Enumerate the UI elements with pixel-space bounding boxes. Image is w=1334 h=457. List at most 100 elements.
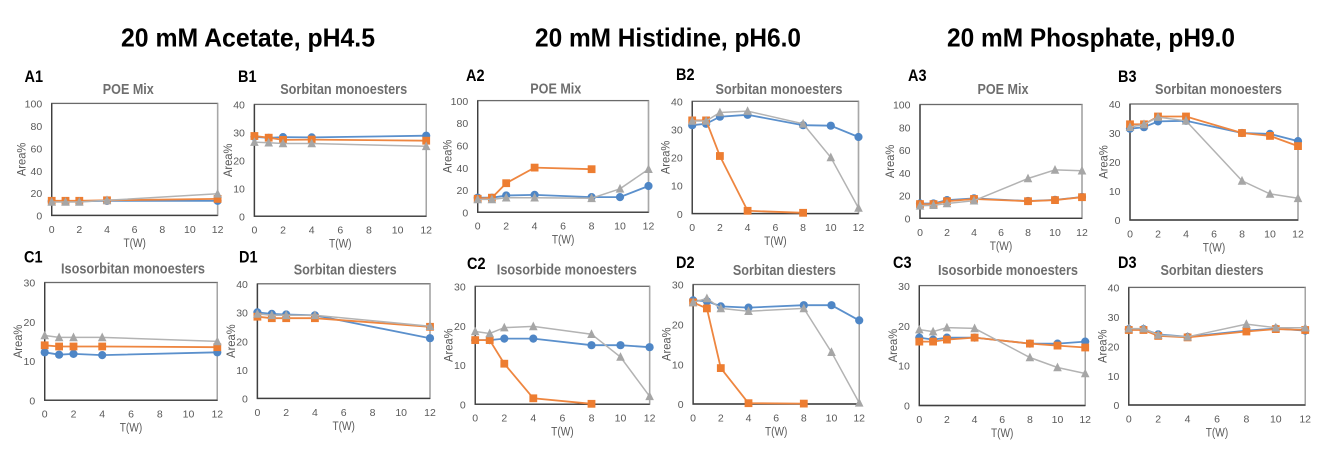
svg-text:0: 0 xyxy=(242,394,248,406)
svg-text:0: 0 xyxy=(905,214,911,226)
svg-text:4: 4 xyxy=(99,409,105,421)
svg-text:4: 4 xyxy=(1185,414,1191,426)
svg-text:T(W): T(W) xyxy=(123,238,146,250)
svg-text:60: 60 xyxy=(31,143,43,155)
svg-text:0: 0 xyxy=(460,399,466,411)
svg-text:Sorbitan monoesters: Sorbitan monoesters xyxy=(716,82,843,98)
svg-text:20: 20 xyxy=(898,321,910,333)
svg-text:8: 8 xyxy=(157,409,163,421)
svg-text:12: 12 xyxy=(211,409,223,421)
svg-text:20 mM Phosphate, pH9.0: 20 mM Phosphate, pH9.0 xyxy=(947,23,1235,53)
svg-text:Area%: Area% xyxy=(13,325,25,359)
svg-text:12: 12 xyxy=(1076,227,1088,239)
svg-text:6: 6 xyxy=(773,413,779,425)
svg-text:12: 12 xyxy=(420,225,432,237)
svg-text:10: 10 xyxy=(233,183,245,195)
svg-text:30: 30 xyxy=(454,282,466,294)
svg-text:0: 0 xyxy=(29,395,35,407)
svg-text:2: 2 xyxy=(71,409,77,421)
svg-text:Isosorbitan monoesters: Isosorbitan monoesters xyxy=(61,261,205,277)
svg-text:40: 40 xyxy=(31,166,43,178)
svg-text:2: 2 xyxy=(1155,414,1161,426)
svg-text:20: 20 xyxy=(672,320,684,332)
svg-text:10: 10 xyxy=(826,413,838,425)
svg-text:C1: C1 xyxy=(24,248,43,267)
svg-text:0: 0 xyxy=(1113,400,1119,412)
svg-text:4: 4 xyxy=(104,224,110,236)
svg-text:2: 2 xyxy=(280,225,286,237)
svg-text:30: 30 xyxy=(898,281,910,293)
svg-text:B3: B3 xyxy=(1118,67,1137,86)
svg-text:12: 12 xyxy=(853,222,865,234)
svg-text:80: 80 xyxy=(31,121,43,133)
svg-text:C2: C2 xyxy=(467,254,486,273)
svg-text:4: 4 xyxy=(530,413,536,425)
svg-text:D3: D3 xyxy=(1118,253,1137,272)
svg-text:6: 6 xyxy=(132,224,138,236)
svg-text:40: 40 xyxy=(1109,99,1121,111)
svg-text:20: 20 xyxy=(236,336,248,348)
svg-text:6: 6 xyxy=(559,413,565,425)
svg-text:10: 10 xyxy=(236,365,248,377)
svg-text:Area%: Area% xyxy=(1099,145,1111,179)
svg-text:0: 0 xyxy=(472,413,478,425)
svg-text:30: 30 xyxy=(1108,312,1120,324)
svg-text:Area%: Area% xyxy=(226,324,238,358)
svg-text:30: 30 xyxy=(24,278,36,290)
svg-text:12: 12 xyxy=(1079,414,1091,426)
svg-text:20: 20 xyxy=(24,317,36,329)
svg-text:T(W): T(W) xyxy=(552,235,575,247)
svg-text:0: 0 xyxy=(917,227,923,239)
svg-text:4: 4 xyxy=(745,222,751,234)
svg-text:Sorbitan monoesters: Sorbitan monoesters xyxy=(1155,82,1282,98)
svg-text:20 mM Acetate, pH4.5: 20 mM Acetate, pH4.5 xyxy=(121,23,375,53)
svg-text:8: 8 xyxy=(800,222,806,234)
svg-text:D1: D1 xyxy=(239,248,258,267)
svg-text:40: 40 xyxy=(233,100,245,112)
svg-text:12: 12 xyxy=(643,221,655,233)
svg-text:10: 10 xyxy=(454,360,466,372)
svg-text:30: 30 xyxy=(1109,128,1121,140)
svg-text:10: 10 xyxy=(395,407,407,419)
svg-text:0: 0 xyxy=(36,211,42,223)
svg-text:8: 8 xyxy=(159,224,165,236)
svg-text:0: 0 xyxy=(916,414,922,426)
svg-text:0: 0 xyxy=(49,224,55,236)
svg-text:T(W): T(W) xyxy=(1206,428,1229,440)
svg-text:Sorbitan monoesters: Sorbitan monoesters xyxy=(280,82,407,98)
svg-text:0: 0 xyxy=(904,401,910,413)
svg-text:4: 4 xyxy=(312,407,318,419)
svg-text:20: 20 xyxy=(31,188,43,200)
svg-text:12: 12 xyxy=(1292,229,1304,241)
svg-text:10: 10 xyxy=(1264,229,1276,241)
svg-text:C3: C3 xyxy=(893,253,912,272)
svg-text:20: 20 xyxy=(899,191,911,203)
svg-text:12: 12 xyxy=(424,407,436,419)
svg-text:Isosorbide monoesters: Isosorbide monoesters xyxy=(938,263,1078,279)
svg-text:Sorbitan diesters: Sorbitan diesters xyxy=(294,263,397,279)
svg-text:100: 100 xyxy=(451,96,469,108)
svg-text:8: 8 xyxy=(589,221,595,233)
svg-text:40: 40 xyxy=(457,163,469,175)
svg-text:POE Mix: POE Mix xyxy=(103,82,154,98)
svg-text:10: 10 xyxy=(825,222,837,234)
svg-text:Isosorbide monoesters: Isosorbide monoesters xyxy=(497,262,637,278)
svg-text:2: 2 xyxy=(1155,229,1161,241)
svg-text:20: 20 xyxy=(1109,157,1121,169)
svg-text:10: 10 xyxy=(898,361,910,373)
svg-text:10: 10 xyxy=(615,413,627,425)
svg-text:Area%: Area% xyxy=(885,145,897,179)
svg-text:20: 20 xyxy=(671,153,683,165)
svg-text:0: 0 xyxy=(1126,414,1132,426)
svg-text:8: 8 xyxy=(1025,227,1031,239)
svg-text:Sorbitan diesters: Sorbitan diesters xyxy=(733,263,836,279)
svg-text:T(W): T(W) xyxy=(120,423,143,435)
svg-text:8: 8 xyxy=(366,225,372,237)
svg-text:T(W): T(W) xyxy=(1203,243,1226,255)
svg-text:8: 8 xyxy=(1027,414,1033,426)
svg-text:8: 8 xyxy=(370,407,376,419)
svg-text:0: 0 xyxy=(462,207,468,219)
svg-text:0: 0 xyxy=(42,409,48,421)
svg-text:0: 0 xyxy=(1115,215,1121,227)
svg-text:2: 2 xyxy=(717,222,723,234)
